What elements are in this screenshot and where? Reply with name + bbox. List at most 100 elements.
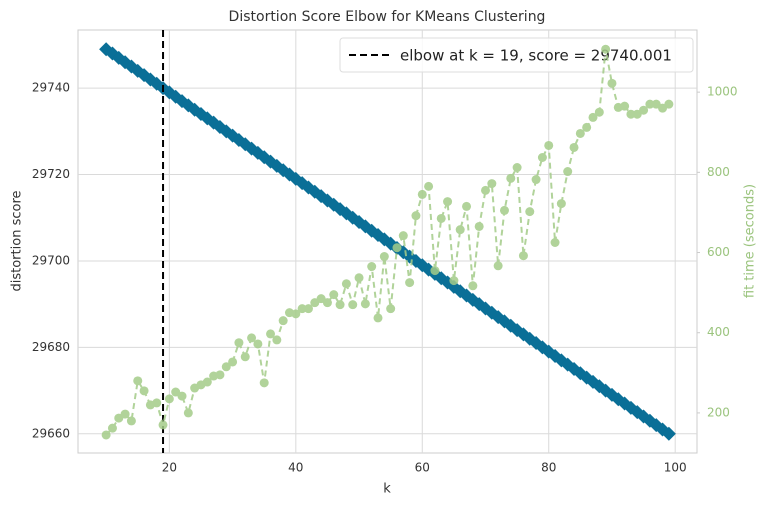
y2-tick-label: 200 <box>707 405 730 419</box>
point <box>455 225 465 235</box>
point <box>411 211 421 221</box>
point <box>531 175 541 185</box>
point <box>360 299 370 309</box>
point <box>424 181 434 191</box>
point <box>120 409 130 419</box>
point <box>367 262 377 272</box>
point <box>259 378 269 388</box>
point <box>594 107 604 117</box>
point <box>544 140 554 150</box>
point <box>405 278 415 288</box>
point <box>462 201 472 211</box>
point <box>303 304 313 314</box>
point <box>107 423 117 433</box>
y-tick-label: 29680 <box>32 340 70 354</box>
point <box>601 44 611 54</box>
point <box>329 290 339 300</box>
y-tick-label: 29660 <box>32 426 70 440</box>
point <box>582 122 592 132</box>
point <box>164 394 174 404</box>
point <box>493 261 503 271</box>
point <box>133 376 143 386</box>
point <box>474 221 484 231</box>
point <box>664 99 674 109</box>
x-tick-label: 60 <box>415 461 430 475</box>
point <box>152 398 162 408</box>
point <box>291 309 301 319</box>
y2-tick-label: 1000 <box>707 85 738 99</box>
point <box>481 185 491 195</box>
point <box>118 55 133 70</box>
y-tick-label: 29740 <box>32 81 70 95</box>
y-tick-label: 29700 <box>32 253 70 267</box>
series-line <box>105 49 670 436</box>
point <box>588 112 598 122</box>
point <box>417 189 427 199</box>
point <box>240 352 250 362</box>
point <box>202 377 212 387</box>
point <box>620 101 630 111</box>
point <box>398 231 408 241</box>
point <box>373 313 383 323</box>
point <box>556 199 566 209</box>
point <box>569 142 579 152</box>
point <box>443 197 453 207</box>
point <box>645 99 655 109</box>
point <box>253 339 263 349</box>
point <box>158 420 168 430</box>
point <box>183 408 193 418</box>
point <box>512 163 522 173</box>
point <box>234 338 244 348</box>
y2-axis-label: fit time (seconds) <box>743 184 758 298</box>
x-tick-label: 80 <box>541 461 556 475</box>
point <box>436 213 446 223</box>
point <box>247 333 257 343</box>
point <box>126 416 136 426</box>
y2-tick-label: 400 <box>707 325 730 339</box>
x-tick-label: 100 <box>664 461 687 475</box>
chart-title: Distortion Score Elbow for KMeans Cluste… <box>229 9 546 25</box>
series <box>101 44 674 440</box>
point <box>101 430 111 440</box>
x-tick-label: 20 <box>162 461 177 475</box>
point <box>335 300 345 310</box>
y2-tick-label: 600 <box>707 245 730 259</box>
point <box>379 252 389 262</box>
legend-label: elbow at k = 19, score = 29740.001 <box>400 47 672 65</box>
x-tick-label: 40 <box>288 461 303 475</box>
series <box>99 42 676 441</box>
point <box>272 335 282 345</box>
point <box>661 426 676 441</box>
y-axis-label: distortion score <box>10 191 25 292</box>
point <box>297 304 307 314</box>
point <box>177 391 187 401</box>
point <box>139 386 149 396</box>
point <box>386 304 396 314</box>
point <box>278 316 288 326</box>
point <box>518 251 528 261</box>
y2-tick-label: 800 <box>707 165 730 179</box>
x-axis-label: k <box>383 482 391 497</box>
point <box>499 205 509 215</box>
point <box>563 167 573 177</box>
y-tick-label: 29720 <box>32 167 70 181</box>
point <box>550 238 560 248</box>
point <box>341 279 351 289</box>
legend: elbow at k = 19, score = 29740.001 <box>339 37 694 73</box>
point <box>487 179 497 189</box>
point <box>322 298 332 308</box>
point <box>392 243 402 253</box>
point <box>575 128 585 138</box>
point <box>626 109 636 119</box>
point <box>266 329 276 339</box>
point <box>430 266 440 276</box>
point <box>537 153 547 163</box>
point <box>525 207 535 217</box>
point <box>348 300 358 310</box>
point <box>449 276 459 286</box>
point <box>607 78 617 88</box>
point <box>506 173 516 183</box>
point <box>354 273 364 283</box>
